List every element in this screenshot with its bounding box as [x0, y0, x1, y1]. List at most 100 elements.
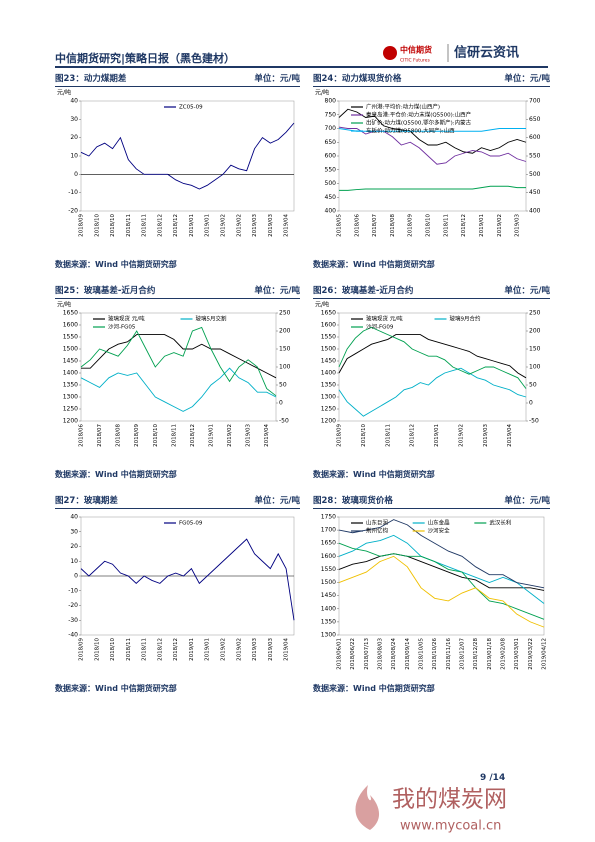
y-tick-label: 20	[70, 543, 78, 550]
y2-tick-label: 650	[529, 116, 541, 123]
x-tick-label: 2019/02	[221, 214, 227, 237]
y-tick-label: 1650	[321, 310, 336, 317]
x-tick-label: 2018/10	[110, 214, 116, 237]
legend-label: 荆州亿钧	[366, 527, 389, 535]
x-tick-label: 2018/12	[410, 424, 416, 447]
x-tick-label: 2019/01/18	[487, 638, 493, 670]
x-tick-label: 2018/09/14	[405, 638, 411, 670]
chart: 元/吨1200125013001350140014501500155016001…	[57, 301, 291, 447]
x-tick-label: 2018/10	[94, 638, 100, 661]
y2-tick-label: 50	[279, 382, 287, 389]
series-line	[338, 334, 527, 379]
y-tick-label: 1450	[321, 592, 336, 599]
watermark: 我的煤炭网 www.mycoal.cn	[355, 785, 507, 834]
y-tick-label: 1600	[63, 322, 78, 329]
x-tick-label: 2019/03	[483, 424, 489, 447]
legend-label: 沙河安全	[428, 527, 451, 535]
y-tick-label: 1600	[321, 322, 336, 329]
y-tick-label: 1250	[321, 406, 336, 413]
y2-tick-label: 250	[529, 310, 541, 317]
figure: 图25：玻璃基差-近月合约 单位：元/吨 元/吨 1200 1250 1300 1350 14…	[55, 284, 300, 480]
chart: -40 -30 -20 -10 0 10 20 30 40 2018/09 2018/10 2018/…	[68, 514, 295, 661]
y-tick-label: 0	[74, 573, 78, 580]
x-tick-label: 2018/06	[79, 424, 85, 447]
x-tick-label: 2019/04	[264, 424, 270, 447]
y-tick-label: 1400	[321, 605, 336, 612]
y-tick-label: 800	[325, 98, 337, 105]
x-tick-label: 2018/09	[79, 214, 85, 237]
y-tick-label: 1600	[321, 553, 336, 560]
y2-tick-label: -50	[529, 418, 539, 425]
x-tick-label: 2019/04/12	[542, 638, 548, 670]
x-tick-label: 2018/10	[94, 214, 100, 237]
x-tick-label: 2018/11	[443, 214, 449, 237]
figure: 图26：玻璃基差-近月合约 单位：元/吨 元/吨 1200 1250 1300 1350 14…	[313, 284, 550, 480]
x-tick-label: 2018/09	[408, 214, 414, 237]
figure: 图28：玻璃现货价格 单位：元/吨 1300 1350 1400 1450 1500 1550…	[313, 494, 550, 694]
x-tick-label: 2019/03	[268, 214, 274, 237]
figure-unit: 单位：元/吨	[504, 496, 550, 506]
y-tick-label: 750	[325, 111, 337, 118]
legend-label: 武汉长利	[489, 519, 511, 527]
x-tick-label: 2018/05	[337, 214, 343, 237]
figure-unit: 单位：元/吨	[504, 286, 550, 296]
x-tick-label: 2019/01	[479, 214, 485, 237]
y2-tick-label: 450	[529, 189, 541, 196]
x-tick-label: 2018/12	[173, 214, 179, 237]
figure-unit: 单位：元/吨	[504, 74, 550, 84]
x-tick-label: 2018/10	[110, 638, 116, 661]
figure: 图24：动力煤现货价格 单位：元/吨 元/吨 400 450 500 550 600 650 70…	[313, 72, 550, 270]
figure-unit: 单位：元/吨	[254, 286, 300, 296]
y-tick-label: 600	[325, 153, 337, 160]
figure-source: 数据来源：Wind 中信期货研究部	[55, 260, 177, 269]
x-tick-label: 2018/10	[361, 424, 367, 447]
series-line	[338, 534, 545, 604]
legend-label: 玻璃9月合约	[450, 315, 481, 323]
figure-source: 数据来源：Wind 中信期货研究部	[55, 470, 177, 479]
y-tick-label: 650	[325, 139, 337, 146]
y-tick-label: -40	[68, 632, 78, 639]
x-tick-label: 2018/12	[461, 214, 467, 237]
y2-tick-label: 50	[529, 382, 537, 389]
figure-source: 数据来源：Wind 中信期货研究部	[313, 684, 435, 693]
y2-tick-label: 200	[279, 328, 291, 335]
figure-title: 图28：玻璃现货价格 单位：元/吨	[313, 494, 550, 509]
y-tick-label: 10	[70, 153, 78, 160]
series-line	[80, 367, 277, 412]
logo: 中信期货 CITIC Futures 信研云资讯	[383, 44, 519, 64]
y2-tick-label: 0	[279, 400, 283, 407]
y-tick-label: 1200	[63, 418, 78, 425]
y-tick-label: 1750	[321, 514, 336, 521]
figure-source: 数据来源：Wind 中信期货研究部	[313, 470, 435, 479]
y2-tick-label: -50	[279, 418, 289, 425]
y-tick-label: 500	[325, 180, 337, 187]
y2-tick-label: 200	[529, 328, 541, 335]
watermark-url: www.mycoal.cn	[400, 819, 501, 834]
x-tick-label: 2019/01	[189, 638, 195, 661]
legend-label: 沙河-FG05	[108, 323, 136, 331]
series-line	[338, 128, 526, 132]
y-tick-label: 1500	[321, 346, 336, 353]
y2-tick-label: 100	[529, 364, 541, 371]
y-tick-label: -20	[68, 602, 78, 609]
x-tick-label: 2018/11	[142, 214, 148, 237]
y2-tick-label: 550	[529, 153, 541, 160]
x-tick-label: 2018/12/28	[473, 638, 479, 670]
y-tick-label: 1250	[63, 406, 78, 413]
y-tick-label: 1550	[321, 566, 336, 573]
y-tick-label: 20	[70, 134, 78, 141]
logo-mark	[383, 46, 397, 60]
series-line	[338, 126, 527, 165]
header-title: 中信期货研究|策略日报（黑色建材）	[55, 52, 236, 65]
y-tick-label: 1500	[321, 579, 336, 586]
y-tick-label: 400	[325, 208, 337, 215]
x-tick-label: 2019/04	[284, 638, 290, 661]
y-axis-label: 元/吨	[315, 301, 329, 309]
series-line	[338, 367, 527, 417]
figure-title: 图23：动力煤期差 单位：元/吨	[55, 72, 300, 87]
y-tick-label: 1350	[321, 618, 336, 625]
x-tick-label: 2019/03/22	[528, 638, 534, 670]
y-tick-label: 30	[70, 116, 78, 123]
y2-tick-label: 150	[529, 346, 541, 353]
